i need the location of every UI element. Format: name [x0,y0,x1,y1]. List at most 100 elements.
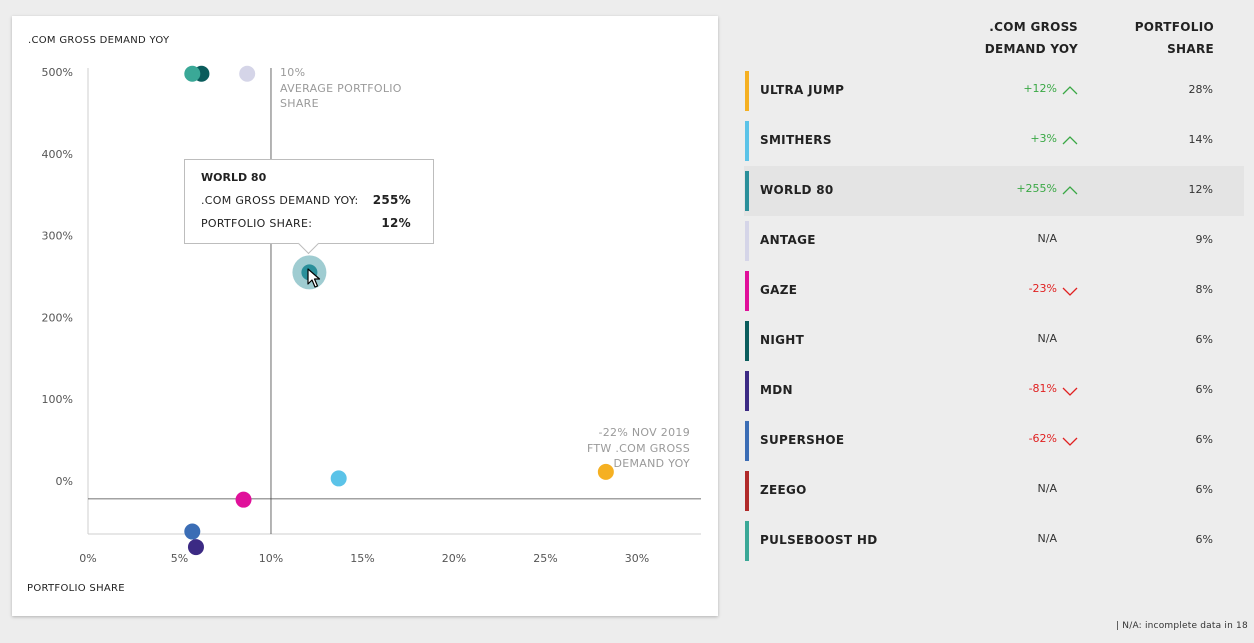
y-tick-label: 0% [56,475,73,488]
portfolio-share: 8% [1195,283,1213,296]
x-tick-label: 5% [171,552,188,565]
demand-change: +3% [1030,132,1057,145]
reference-label-avg-share-text: SHARE [280,97,319,110]
product-name: SMITHERS [760,133,832,147]
portfolio-share: 9% [1195,233,1213,246]
product-table: ULTRA JUMP +12% 28% SMITHERS +3% 14% WOR… [744,66,1244,566]
x-tick-label: 15% [350,552,374,565]
tooltip-share-label: PORTFOLIO SHARE: [201,217,313,230]
x-axis-label: PORTFOLIO SHARE [27,583,125,594]
y-tick-label: 500% [42,66,73,79]
column-header-share-line1: PORTFOLIO [1134,20,1214,34]
product-name: ZEEGO [760,483,807,497]
table-row-pulseboost-hd[interactable]: PULSEBOOST HD N/A 6% [744,516,1244,566]
y-axis-label: .COM GROSS DEMAND YOY [28,35,170,46]
reference-label-ftw-value: -22% NOV 2019 [598,426,690,439]
demand-change: -62% [1028,432,1057,445]
column-header-demand-line1: .COM GROSS [989,20,1078,34]
x-tick-label: 25% [533,552,557,565]
point-ultra-jump [597,463,614,480]
chevron-down-icon [1062,387,1078,396]
product-name: NIGHT [760,333,805,347]
product-name: WORLD 80 [760,183,834,197]
demand-change: N/A [1037,332,1057,345]
product-name: PULSEBOOST HD [760,533,878,547]
table-row-supershoe[interactable]: SUPERSHOE -62% 6% [744,416,1244,466]
reference-label-avg-share-text: AVERAGE PORTFOLIO [280,82,402,95]
product-name: SUPERSHOE [760,433,845,447]
portfolio-share: 6% [1195,383,1213,396]
x-tick-label: 20% [442,552,466,565]
portfolio-share: 6% [1195,533,1213,546]
color-swatch [745,171,749,211]
table-row-antage[interactable]: ANTAGE N/A 9% [744,216,1244,266]
demand-change: N/A [1037,232,1057,245]
chevron-down-icon [1062,437,1078,446]
portfolio-share: 6% [1195,483,1213,496]
chevron-up-icon [1062,86,1078,95]
point-mdn [187,539,204,556]
reference-label-ftw-text: FTW .COM GROSS [587,442,690,455]
reference-label-avg-share-value: 10% [280,66,305,79]
color-swatch [745,71,749,111]
table-row-zeego[interactable]: ZEEGO N/A 6% [744,466,1244,516]
y-tick-label: 300% [42,230,73,243]
demand-change: -81% [1028,382,1057,395]
portfolio-share: 28% [1188,83,1213,96]
demand-change: N/A [1037,482,1057,495]
point-gaze [235,491,252,508]
color-swatch [745,471,749,511]
tooltip-demand-label: .COM GROSS DEMAND YOY: [201,194,359,207]
table-row-mdn[interactable]: MDN -81% 6% [744,366,1244,416]
column-header-share-line2: SHARE [1167,42,1214,56]
demand-change: +12% [1023,82,1057,95]
point-pulseboost-hd [184,65,201,82]
color-swatch [745,121,749,161]
tooltip-demand-row: .COM GROSS DEMAND YOY: 255% [201,193,411,207]
chevron-down-icon [1062,287,1078,296]
color-swatch [745,321,749,361]
portfolio-share: 6% [1195,333,1213,346]
table-row-ultra-jump[interactable]: ULTRA JUMP +12% 28% [744,66,1244,116]
scatter-chart-card: .COM GROSS DEMAND YOY PORTFOLIO SHARE 0%… [12,16,718,616]
column-header-share: PORTFOLIO SHARE [1100,16,1214,60]
row-highlight [744,166,1244,216]
footnote: | N/A: incomplete data in 18 [1116,621,1248,631]
reference-label-ftw-text: DEMAND YOY [613,457,690,470]
pointer-cursor-icon [307,268,321,288]
table-row-night[interactable]: NIGHT N/A 6% [744,316,1244,366]
product-name: MDN [760,383,793,397]
y-tick-label: 100% [42,393,73,406]
table-row-smithers[interactable]: SMITHERS +3% 14% [744,116,1244,166]
color-swatch [745,271,749,311]
color-swatch [745,521,749,561]
color-swatch [745,371,749,411]
color-swatch [745,221,749,261]
product-name: GAZE [760,283,798,297]
demand-change: +255% [1016,182,1057,195]
point-tooltip: WORLD 80 .COM GROSS DEMAND YOY: 255% POR… [184,159,434,255]
column-header-demand: .COM GROSS DEMAND YOY [960,16,1078,60]
product-name: ANTAGE [760,233,816,247]
table-row-gaze[interactable]: GAZE -23% 8% [744,266,1244,316]
point-supershoe [184,523,201,540]
point-smithers [330,470,347,487]
scatter-plot: 0% 5% 10% 15% 20% 25% 30% 0% 100% 200% 300% 400% 500… [42,65,701,565]
portfolio-share: 12% [1188,183,1213,196]
tooltip-demand-value: 255% [372,193,411,207]
chevron-up-icon [1062,136,1078,145]
color-swatch [745,421,749,461]
y-tick-label: 200% [42,311,73,324]
x-tick-label: 10% [259,552,283,565]
portfolio-share: 6% [1195,433,1213,446]
demand-change: -23% [1028,282,1057,295]
point-antage [239,65,256,82]
chevron-up-icon [1062,186,1078,195]
y-tick-label: 400% [42,148,73,161]
column-header-demand-line2: DEMAND YOY [984,42,1078,56]
table-row-world-80[interactable]: WORLD 80 +255% 12% [744,166,1244,216]
product-name: ULTRA JUMP [760,83,845,97]
demand-change: N/A [1037,532,1057,545]
tooltip-share-row: PORTFOLIO SHARE: 12% [201,216,411,230]
x-tick-label: 30% [625,552,649,565]
